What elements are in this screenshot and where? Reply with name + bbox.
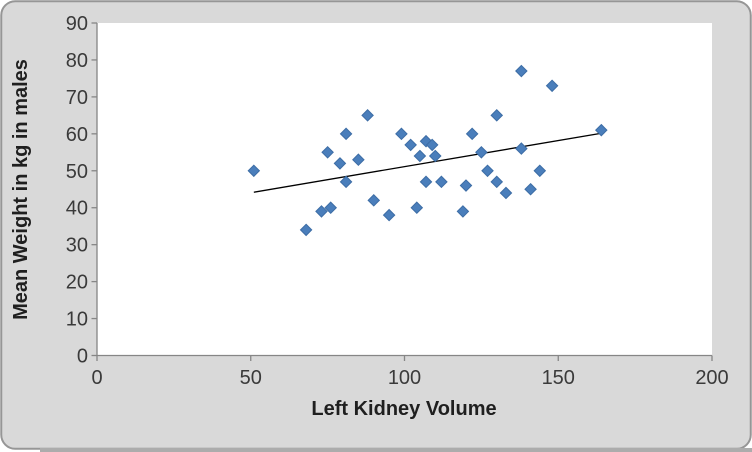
data-point bbox=[515, 64, 528, 78]
data-point bbox=[524, 182, 537, 196]
x-axis-tick-labels: 0 50 100 150 200 bbox=[91, 367, 728, 389]
y-tick-label: 90 bbox=[66, 13, 88, 35]
y-tick-label: 20 bbox=[66, 272, 88, 294]
x-tick-label: 150 bbox=[542, 367, 575, 389]
data-point bbox=[490, 175, 504, 189]
plot-area bbox=[97, 23, 712, 356]
data-point bbox=[321, 145, 334, 159]
data-point bbox=[299, 223, 313, 237]
x-axis-title: Left Kidney Volume bbox=[311, 398, 496, 420]
data-point bbox=[499, 186, 513, 200]
data-point bbox=[459, 179, 473, 192]
y-tick-label: 10 bbox=[66, 309, 88, 331]
data-point bbox=[465, 127, 479, 141]
data-point bbox=[352, 153, 365, 167]
chart-bottom-edge bbox=[40, 448, 752, 452]
y-tick-label: 40 bbox=[66, 198, 88, 220]
data-point bbox=[410, 201, 424, 215]
x-axis-ticks bbox=[96, 355, 713, 361]
data-point bbox=[247, 164, 261, 178]
data-point bbox=[339, 127, 353, 141]
data-point bbox=[545, 79, 559, 93]
data-point bbox=[515, 142, 528, 155]
x-tick-label: 200 bbox=[695, 367, 728, 389]
x-tick-label: 0 bbox=[91, 367, 102, 389]
data-point bbox=[367, 194, 381, 207]
y-tick-label: 60 bbox=[66, 124, 88, 146]
data-point bbox=[315, 205, 328, 218]
data-points bbox=[247, 64, 608, 237]
data-point bbox=[490, 109, 504, 122]
data-point bbox=[333, 157, 347, 170]
x-tick-label: 50 bbox=[240, 367, 262, 389]
trendline bbox=[253, 132, 605, 193]
x-tick-label: 100 bbox=[388, 367, 421, 389]
y-tick-label: 50 bbox=[66, 161, 88, 183]
data-point bbox=[594, 123, 608, 137]
y-tick-label: 80 bbox=[66, 50, 88, 72]
data-point bbox=[395, 127, 408, 141]
data-point bbox=[382, 208, 396, 222]
y-axis-ticks bbox=[91, 22, 97, 357]
data-point bbox=[456, 205, 470, 218]
y-tick-label: 0 bbox=[77, 346, 88, 368]
y-tick-label: 30 bbox=[66, 235, 88, 257]
data-point bbox=[428, 149, 442, 163]
data-point bbox=[413, 149, 427, 163]
data-point bbox=[435, 175, 448, 189]
data-point bbox=[533, 164, 547, 178]
data-point bbox=[404, 138, 417, 152]
y-axis-tick-labels: 0 10 20 30 40 50 60 70 80 90 bbox=[66, 13, 88, 368]
y-axis-title: Mean Weight in kg in males bbox=[10, 59, 32, 320]
data-point bbox=[425, 138, 439, 152]
data-point bbox=[324, 201, 338, 215]
data-point bbox=[339, 175, 353, 189]
data-point bbox=[475, 145, 488, 159]
y-tick-label: 70 bbox=[66, 87, 88, 109]
data-point bbox=[419, 175, 433, 189]
data-point bbox=[361, 109, 374, 122]
data-point bbox=[481, 164, 494, 178]
